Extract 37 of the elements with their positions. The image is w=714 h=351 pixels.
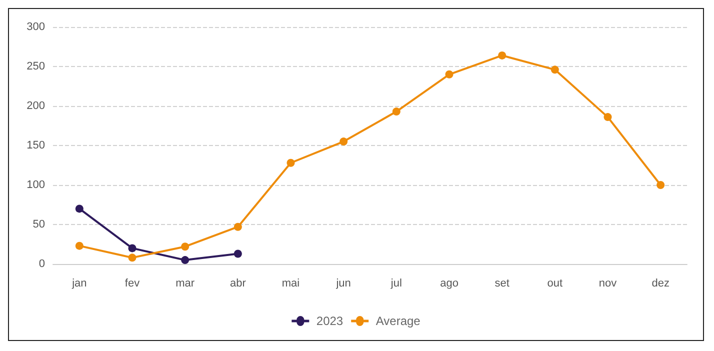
point xyxy=(234,222,242,231)
legend-label: Average xyxy=(376,314,421,328)
x-tick-label: ago xyxy=(440,278,458,290)
point xyxy=(181,256,190,264)
x-tick-label: out xyxy=(547,278,563,290)
point xyxy=(286,158,295,167)
point xyxy=(128,244,136,252)
y-tick-label: 300 xyxy=(26,21,45,33)
x-tick-label: fev xyxy=(124,278,140,290)
point xyxy=(234,250,242,258)
x-tick-label: set xyxy=(494,278,510,290)
point xyxy=(392,108,400,116)
x-tick-label: nov xyxy=(598,278,618,290)
x-tick-label: mar xyxy=(176,278,195,290)
x-tick-label: jun xyxy=(335,278,351,290)
point xyxy=(656,181,665,189)
x-tick-label: jan xyxy=(71,278,87,290)
x-tick-label: dez xyxy=(652,278,670,290)
point xyxy=(128,254,136,262)
point xyxy=(604,113,612,122)
point xyxy=(181,242,190,251)
point xyxy=(340,138,348,146)
y-tick-label: 0 xyxy=(38,258,45,270)
y-tick-label: 250 xyxy=(26,60,45,72)
x-tick-label: abr xyxy=(230,278,246,290)
point xyxy=(550,66,559,74)
y-tick-label: 50 xyxy=(32,218,45,230)
y-tick-label: 100 xyxy=(26,179,45,191)
point xyxy=(445,70,454,78)
y-tick-label: 200 xyxy=(26,100,45,112)
legend-label: 2023 xyxy=(316,314,344,328)
point xyxy=(498,51,506,60)
x-tick-label: jul xyxy=(390,278,402,290)
point xyxy=(75,242,84,250)
x-tick-label: mai xyxy=(282,278,300,290)
y-tick-label: 150 xyxy=(26,140,45,152)
point xyxy=(75,204,84,213)
